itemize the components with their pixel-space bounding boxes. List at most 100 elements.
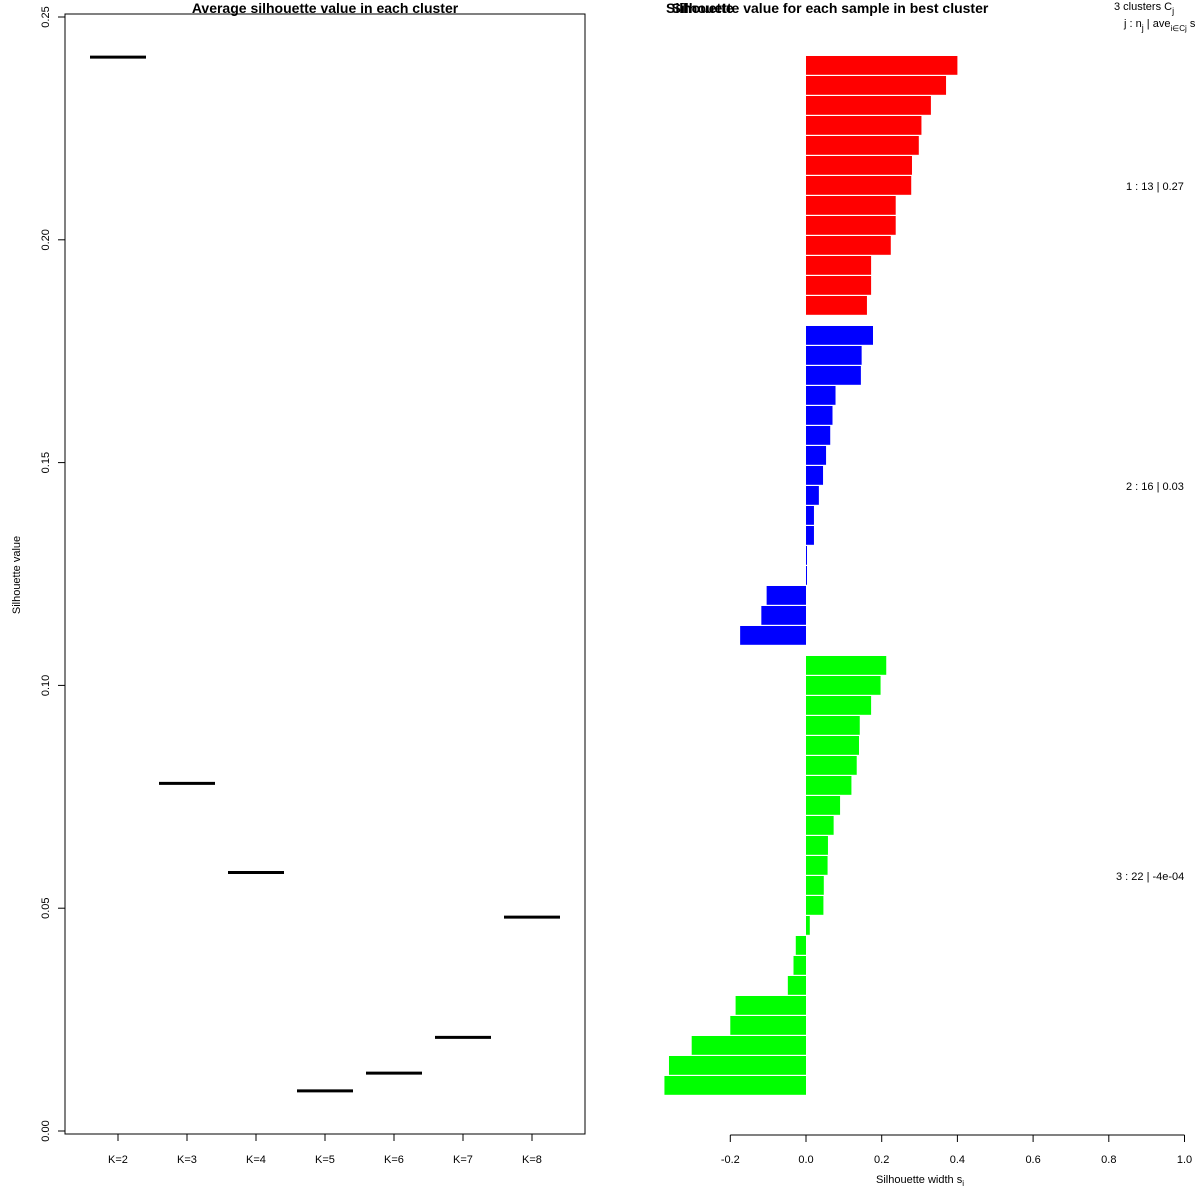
silhouette-bar-cluster-1 xyxy=(806,136,919,155)
silhouette-bar-cluster-3 xyxy=(806,776,852,795)
right-x-tick-label: 0.0 xyxy=(798,1154,813,1166)
silhouette-bar-cluster-2 xyxy=(806,446,827,465)
right-x-tick-label: 0.2 xyxy=(874,1154,889,1166)
right-chart-panel: Silhouette Silhouette value for each sam… xyxy=(664,0,1196,1188)
left-y-tick-label: 0.20 xyxy=(40,229,52,250)
silhouette-bar-cluster-1 xyxy=(806,96,931,115)
left-y-axis-label: Silhouette value xyxy=(11,536,23,614)
right-x-axis: -0.2 0.0 0.2 0.4 0.6 0.8 1.0 xyxy=(721,1134,1192,1166)
left-x-tick-label: K=2 xyxy=(108,1154,128,1166)
silhouette-bar-cluster-2 xyxy=(806,426,831,445)
silhouette-bar-cluster-3 xyxy=(806,736,859,755)
legend-line-1-text: 3 clusters C xyxy=(1114,1,1172,13)
silhouette-bar-cluster-2 xyxy=(806,546,807,565)
silhouette-bar-cluster-3 xyxy=(668,1056,806,1075)
left-x-tick-label: K=7 xyxy=(453,1154,473,1166)
left-y-tick-label: 0.10 xyxy=(40,675,52,696)
silhouette-bar-cluster-2 xyxy=(806,506,814,525)
legend-line-2-sub2: i∈Cj xyxy=(1170,24,1187,33)
silhouette-bar-cluster-3 xyxy=(793,956,806,975)
silhouette-bar-cluster-1 xyxy=(806,216,896,235)
legend-line-2-sub: j xyxy=(1141,23,1144,33)
silhouette-bar-cluster-2 xyxy=(806,386,836,405)
left-x-axis: K=2 K=3 K=4 K=5 K=6 K=7 K=8 xyxy=(108,1133,542,1166)
silhouette-bar-cluster-1 xyxy=(806,176,912,195)
right-x-tick-label: 1.0 xyxy=(1177,1154,1192,1166)
left-y-tick-label: 0.15 xyxy=(40,452,52,473)
left-series-marks xyxy=(90,55,560,1093)
right-chart-title: Silhouette value for each sample in best… xyxy=(672,0,989,16)
silhouette-bars xyxy=(664,56,958,1095)
silhouette-bar-cluster-3 xyxy=(730,1016,806,1035)
silhouette-bar-cluster-1 xyxy=(806,156,912,175)
silhouette-bar-cluster-2 xyxy=(806,486,819,505)
left-x-tick-label: K=4 xyxy=(246,1154,266,1166)
left-x-tick-label: K=8 xyxy=(522,1154,542,1166)
silhouette-bar-cluster-2 xyxy=(806,526,814,545)
silhouette-bar-cluster-3 xyxy=(806,896,824,915)
cluster-summary-label: 3 : 22 | -4e-04 xyxy=(1116,871,1184,883)
silhouette-bar-cluster-3 xyxy=(806,676,881,695)
right-x-axis-label-text: Silhouette width s xyxy=(876,1174,963,1186)
silhouette-bar-cluster-1 xyxy=(806,276,872,295)
left-y-axis: 0.00 0.05 0.10 0.15 0.20 0.25 xyxy=(40,6,66,1142)
silhouette-bar-cluster-3 xyxy=(795,936,806,955)
legend-line-2-text: j : n xyxy=(1123,18,1142,30)
silhouette-bar-cluster-1 xyxy=(806,76,947,95)
silhouette-bar-cluster-3 xyxy=(664,1076,806,1095)
left-x-tick-label: K=5 xyxy=(315,1154,335,1166)
legend-line-2-rest: | ave xyxy=(1144,18,1171,30)
right-x-axis-label: Silhouette width si xyxy=(876,1174,964,1188)
silhouette-bar-cluster-3 xyxy=(806,716,860,735)
right-x-tick-label: 0.6 xyxy=(1025,1154,1040,1166)
silhouette-bar-cluster-1 xyxy=(806,56,958,75)
silhouette-bar-cluster-3 xyxy=(806,796,841,815)
silhouette-bar-cluster-1 xyxy=(806,236,891,255)
silhouette-bar-cluster-3 xyxy=(806,656,887,675)
silhouette-bar-cluster-1 xyxy=(806,196,896,215)
right-chart-title-overlap: Silhouette xyxy=(666,0,734,16)
cluster-summary-labels: 1 : 13 | 0.27 2 : 16 | 0.03 3 : 22 | -4e-0… xyxy=(1116,181,1184,883)
silhouette-bar-cluster-3 xyxy=(806,696,872,715)
silhouette-bar-cluster-2 xyxy=(761,606,806,625)
left-x-tick-label: K=6 xyxy=(384,1154,404,1166)
legend-line-2-end: s xyxy=(1187,18,1196,30)
left-chart-panel: Average silhouette value in each cluster… xyxy=(11,0,586,1166)
silhouette-bar-cluster-3 xyxy=(806,756,857,775)
silhouette-bar-cluster-2 xyxy=(806,566,807,585)
right-x-tick-label: -0.2 xyxy=(721,1154,740,1166)
right-x-tick-label: 0.8 xyxy=(1101,1154,1116,1166)
silhouette-bar-cluster-1 xyxy=(806,296,867,315)
silhouette-bar-cluster-3 xyxy=(691,1036,806,1055)
left-chart-title: Average silhouette value in each cluster xyxy=(192,0,459,16)
silhouette-bar-cluster-3 xyxy=(806,836,828,855)
silhouette-bar-cluster-3 xyxy=(806,816,834,835)
left-y-tick-label: 0.00 xyxy=(40,1120,52,1141)
right-x-tick-label: 0.4 xyxy=(950,1154,965,1166)
legend-line-1-sub: j xyxy=(1171,6,1174,16)
cluster-summary-label: 2 : 16 | 0.03 xyxy=(1126,481,1184,493)
silhouette-bar-cluster-2 xyxy=(806,466,824,485)
silhouette-bar-cluster-2 xyxy=(740,626,806,645)
left-y-tick-label: 0.05 xyxy=(40,897,52,918)
legend-line-1: 3 clusters Cj xyxy=(1114,1,1174,16)
left-y-tick-label: 0.25 xyxy=(40,6,52,27)
silhouette-bar-cluster-3 xyxy=(806,876,824,895)
right-x-axis-label-sub: i xyxy=(962,1179,964,1188)
left-plot-frame xyxy=(64,13,586,1135)
silhouette-bar-cluster-2 xyxy=(806,346,862,365)
silhouette-bar-cluster-3 xyxy=(806,856,828,875)
silhouette-bar-cluster-3 xyxy=(787,976,806,995)
left-x-tick-label: K=3 xyxy=(177,1154,197,1166)
silhouette-bar-cluster-1 xyxy=(806,116,922,135)
cluster-legend-header: 3 clusters Cj j : nj | avei∈Cj s xyxy=(1114,1,1196,33)
silhouette-bar-cluster-2 xyxy=(806,366,861,385)
silhouette-bar-cluster-3 xyxy=(735,996,806,1015)
silhouette-bar-cluster-2 xyxy=(806,406,833,425)
silhouette-bar-cluster-2 xyxy=(806,326,873,345)
legend-line-2: j : nj | avei∈Cj s xyxy=(1123,18,1196,33)
silhouette-bar-cluster-2 xyxy=(766,586,806,605)
silhouette-bar-cluster-3 xyxy=(806,916,810,935)
cluster-summary-label: 1 : 13 | 0.27 xyxy=(1126,181,1184,193)
